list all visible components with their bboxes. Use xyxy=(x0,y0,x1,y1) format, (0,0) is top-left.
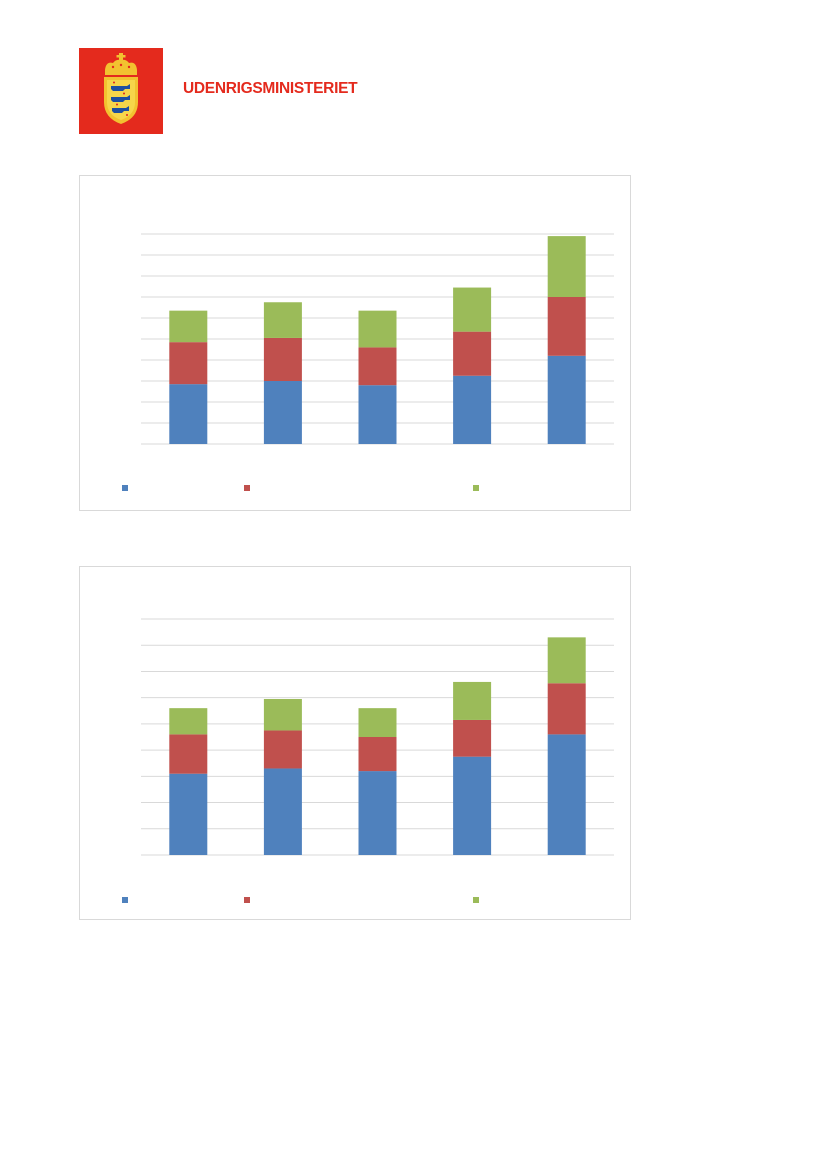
bar-series-2-category-1 xyxy=(169,734,208,774)
legend-marker-series-1 xyxy=(122,897,128,903)
bar-series-3-category-5 xyxy=(547,637,586,684)
bar-series-2-category-2 xyxy=(263,337,302,381)
bar-series-2-category-4 xyxy=(453,331,492,376)
bar-series-2-category-2 xyxy=(263,730,302,769)
bar-series-3-category-2 xyxy=(263,698,302,731)
bar-series-1-category-5 xyxy=(547,355,586,444)
bar-series-2-category-4 xyxy=(453,719,492,757)
bar-series-1-category-5 xyxy=(547,734,586,855)
legend-marker-series-1 xyxy=(122,485,128,491)
legend-marker-series-2 xyxy=(244,485,250,491)
bar-series-2-category-1 xyxy=(169,342,208,385)
legend-marker-series-2 xyxy=(244,897,250,903)
bar-series-3-category-5 xyxy=(547,236,586,297)
bar-series-3-category-1 xyxy=(169,310,208,343)
bar-series-3-category-4 xyxy=(453,681,492,720)
bar-series-1-category-4 xyxy=(453,375,492,444)
bar-series-1-category-4 xyxy=(453,756,492,855)
chart-1-plot xyxy=(122,233,614,491)
chart-2 xyxy=(79,566,631,920)
ministry-name: UDENRIGSMINISTERIET xyxy=(183,80,358,97)
bar-series-2-category-5 xyxy=(547,683,586,735)
bar-series-2-category-5 xyxy=(547,297,586,356)
chart-2-plot xyxy=(122,618,614,903)
bar-series-1-category-1 xyxy=(169,384,208,444)
bar-series-1-category-3 xyxy=(358,771,397,855)
bar-series-1-category-2 xyxy=(263,381,302,444)
bar-series-3-category-3 xyxy=(358,310,397,348)
bar-series-2-category-3 xyxy=(358,347,397,386)
bar-series-1-category-3 xyxy=(358,385,397,444)
bar-series-2-category-3 xyxy=(358,737,397,772)
legend-marker-series-3 xyxy=(473,897,479,903)
legend-marker-series-3 xyxy=(473,485,479,491)
chart-1 xyxy=(79,175,631,511)
bar-series-3-category-3 xyxy=(358,708,397,737)
bar-series-3-category-4 xyxy=(453,287,492,332)
bar-series-1-category-2 xyxy=(263,768,302,855)
logo xyxy=(79,48,163,134)
bar-series-3-category-2 xyxy=(263,302,302,338)
bar-series-1-category-1 xyxy=(169,773,208,855)
bar-series-3-category-1 xyxy=(169,708,208,735)
coat-of-arms-icon xyxy=(104,53,138,124)
